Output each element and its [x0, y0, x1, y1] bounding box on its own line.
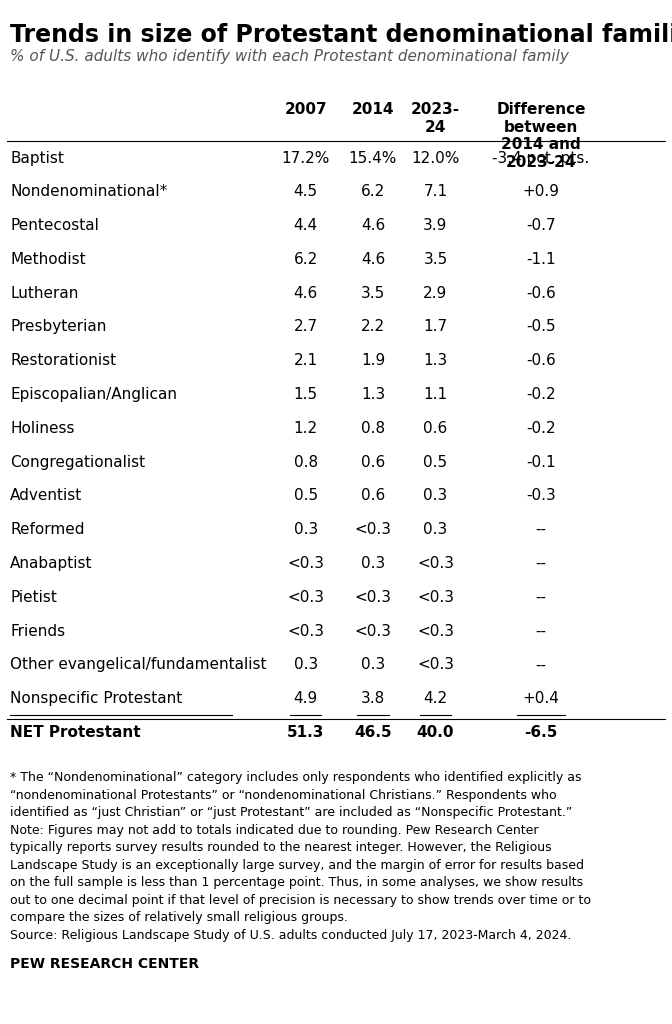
Text: 2.1: 2.1: [294, 353, 318, 369]
Text: 4.6: 4.6: [361, 218, 385, 233]
Text: --: --: [536, 590, 546, 605]
Text: * The “Nondenominational” category includes only respondents who identified expl: * The “Nondenominational” category inclu…: [10, 771, 591, 942]
Text: 0.3: 0.3: [423, 522, 448, 538]
Text: 4.9: 4.9: [294, 691, 318, 707]
Text: 4.5: 4.5: [294, 184, 318, 200]
Text: -0.3: -0.3: [526, 488, 556, 504]
Text: 0.3: 0.3: [294, 522, 318, 538]
Text: Other evangelical/fundamentalist: Other evangelical/fundamentalist: [10, 657, 267, 673]
Text: Congregationalist: Congregationalist: [10, 455, 145, 470]
Text: Presbyterian: Presbyterian: [10, 319, 106, 335]
Text: 3.5: 3.5: [423, 252, 448, 267]
Text: <0.3: <0.3: [354, 522, 392, 538]
Text: 0.8: 0.8: [361, 421, 385, 436]
Text: <0.3: <0.3: [417, 657, 454, 673]
Text: Lutheran: Lutheran: [10, 286, 79, 301]
Text: % of U.S. adults who identify with each Protestant denominational family: % of U.S. adults who identify with each …: [10, 49, 569, 65]
Text: 0.3: 0.3: [361, 657, 385, 673]
Text: 3.5: 3.5: [361, 286, 385, 301]
Text: -0.2: -0.2: [526, 421, 556, 436]
Text: <0.3: <0.3: [287, 624, 325, 639]
Text: 12.0%: 12.0%: [411, 151, 460, 166]
Text: 1.7: 1.7: [423, 319, 448, 335]
Text: Baptist: Baptist: [10, 151, 64, 166]
Text: 2014: 2014: [351, 102, 394, 118]
Text: <0.3: <0.3: [354, 590, 392, 605]
Text: -0.2: -0.2: [526, 387, 556, 402]
Text: 2023-
24: 2023- 24: [411, 102, 460, 135]
Text: 0.3: 0.3: [294, 657, 318, 673]
Text: Pentecostal: Pentecostal: [10, 218, 99, 233]
Text: Adventist: Adventist: [10, 488, 83, 504]
Text: <0.3: <0.3: [287, 556, 325, 571]
Text: 0.3: 0.3: [361, 556, 385, 571]
Text: 0.5: 0.5: [423, 455, 448, 470]
Text: 4.6: 4.6: [294, 286, 318, 301]
Text: 6.2: 6.2: [361, 184, 385, 200]
Text: 0.6: 0.6: [423, 421, 448, 436]
Text: 0.6: 0.6: [361, 455, 385, 470]
Text: Methodist: Methodist: [10, 252, 86, 267]
Text: -0.7: -0.7: [526, 218, 556, 233]
Text: 2.7: 2.7: [294, 319, 318, 335]
Text: 1.3: 1.3: [423, 353, 448, 369]
Text: -3.4 pct. pts.: -3.4 pct. pts.: [493, 151, 589, 166]
Text: 1.2: 1.2: [294, 421, 318, 436]
Text: 0.3: 0.3: [423, 488, 448, 504]
Text: 46.5: 46.5: [354, 725, 392, 740]
Text: 17.2%: 17.2%: [282, 151, 330, 166]
Text: -0.5: -0.5: [526, 319, 556, 335]
Text: Anabaptist: Anabaptist: [10, 556, 93, 571]
Text: 0.8: 0.8: [294, 455, 318, 470]
Text: 3.8: 3.8: [361, 691, 385, 707]
Text: +0.4: +0.4: [523, 691, 559, 707]
Text: 4.4: 4.4: [294, 218, 318, 233]
Text: Restorationist: Restorationist: [10, 353, 116, 369]
Text: --: --: [536, 657, 546, 673]
Text: --: --: [536, 522, 546, 538]
Text: 7.1: 7.1: [423, 184, 448, 200]
Text: Reformed: Reformed: [10, 522, 85, 538]
Text: Nondenominational*: Nondenominational*: [10, 184, 167, 200]
Text: 2.9: 2.9: [423, 286, 448, 301]
Text: 0.5: 0.5: [294, 488, 318, 504]
Text: +0.9: +0.9: [522, 184, 560, 200]
Text: 40.0: 40.0: [417, 725, 454, 740]
Text: -6.5: -6.5: [524, 725, 558, 740]
Text: <0.3: <0.3: [287, 590, 325, 605]
Text: --: --: [536, 624, 546, 639]
Text: 1.1: 1.1: [423, 387, 448, 402]
Text: Pietist: Pietist: [10, 590, 57, 605]
Text: Nonspecific Protestant: Nonspecific Protestant: [10, 691, 182, 707]
Text: -0.6: -0.6: [526, 353, 556, 369]
Text: <0.3: <0.3: [417, 624, 454, 639]
Text: 1.3: 1.3: [361, 387, 385, 402]
Text: -0.1: -0.1: [526, 455, 556, 470]
Text: <0.3: <0.3: [417, 556, 454, 571]
Text: 1.9: 1.9: [361, 353, 385, 369]
Text: 51.3: 51.3: [287, 725, 325, 740]
Text: Trends in size of Protestant denominational families: Trends in size of Protestant denominatio…: [10, 23, 672, 46]
Text: 2.2: 2.2: [361, 319, 385, 335]
Text: <0.3: <0.3: [354, 624, 392, 639]
Text: NET Protestant: NET Protestant: [10, 725, 140, 740]
Text: -1.1: -1.1: [526, 252, 556, 267]
Text: 1.5: 1.5: [294, 387, 318, 402]
Text: Episcopalian/Anglican: Episcopalian/Anglican: [10, 387, 177, 402]
Text: 4.6: 4.6: [361, 252, 385, 267]
Text: 4.2: 4.2: [423, 691, 448, 707]
Text: 3.9: 3.9: [423, 218, 448, 233]
Text: Holiness: Holiness: [10, 421, 75, 436]
Text: 0.6: 0.6: [361, 488, 385, 504]
Text: Difference
between
2014 and
2023-24: Difference between 2014 and 2023-24: [496, 102, 586, 170]
Text: PEW RESEARCH CENTER: PEW RESEARCH CENTER: [10, 957, 199, 972]
Text: <0.3: <0.3: [417, 590, 454, 605]
Text: --: --: [536, 556, 546, 571]
Text: 6.2: 6.2: [294, 252, 318, 267]
Text: 2007: 2007: [284, 102, 327, 118]
Text: 15.4%: 15.4%: [349, 151, 397, 166]
Text: -0.6: -0.6: [526, 286, 556, 301]
Text: Friends: Friends: [10, 624, 65, 639]
